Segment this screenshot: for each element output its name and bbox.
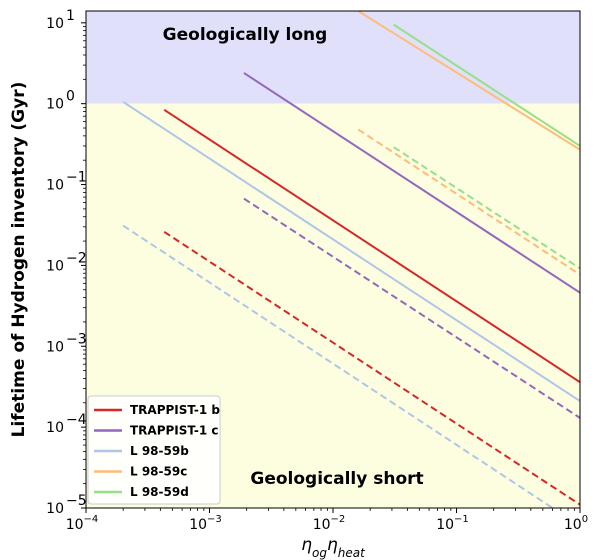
x-title-sub-heat: heat — [338, 546, 366, 560]
y-tick-exponent: −2 — [66, 250, 87, 266]
series-l-98-59b-solid — [122, 101, 580, 402]
series-l-98-59d-solid — [393, 23, 580, 147]
series-trappist-1-c-solid — [243, 72, 580, 294]
x-tick-label: 10−1 — [436, 514, 469, 533]
legend-label: L 98-59d — [130, 485, 189, 499]
x-title-eta1: η — [301, 535, 312, 555]
y-tick-label: 10 — [46, 97, 64, 113]
x-title-sub-og: og — [312, 546, 327, 560]
y-tick-exponent: −3 — [66, 331, 87, 347]
series-l-98-59c-dashed — [357, 128, 580, 276]
plot-frame — [85, 10, 581, 509]
legend: TRAPPIST-1 b TRAPPIST-1 c L 98-59b L 98-59c… — [87, 395, 221, 505]
series-l-98-59c-solid — [357, 11, 580, 151]
y-tick-exponent: 1 — [66, 8, 75, 24]
x-tick-label: 10−4 — [66, 514, 99, 533]
series-l-98-59b-dashed — [122, 224, 554, 508]
y-tick-exponent: −4 — [66, 412, 87, 428]
legend-box — [87, 395, 221, 505]
y-tick-label: 10 — [46, 501, 64, 517]
x-tick-label: 10−2 — [313, 514, 346, 533]
legend-label: TRAPPIST-1 b — [130, 403, 220, 417]
series-l-98-59d-dashed — [393, 146, 580, 270]
x-tick-label: 10−3 — [189, 514, 222, 533]
legend-label: TRAPPIST-1 c — [130, 424, 218, 438]
region-label-short: Geologically short — [250, 469, 423, 489]
legend-label: L 98-59c — [130, 465, 187, 479]
series-trappist-1-c-dashed — [243, 197, 580, 419]
y-tick-label: 10 — [46, 258, 64, 274]
x-axis: 10−4 10−3 10−2 10−1 100 — [66, 508, 588, 533]
region-geologically-long — [86, 11, 580, 104]
legend-label: L 98-59b — [130, 444, 189, 458]
y-tick-label: 10 — [46, 339, 64, 355]
x-axis-title: ηogηheat — [301, 535, 366, 560]
y-tick-label: 10 — [46, 420, 64, 436]
series-trappist-1-b-dashed — [163, 231, 580, 506]
series-trappist-1-b-solid — [163, 108, 580, 383]
region-label-long: Geologically long — [163, 25, 328, 45]
series-layer — [122, 11, 580, 508]
legend-entries: TRAPPIST-1 b TRAPPIST-1 c L 98-59b L 98-59c… — [94, 403, 220, 499]
y-tick-label: 10 — [46, 16, 64, 32]
y-axis-title: Lifetime of Hydrogen inventory (Gyr) — [9, 82, 29, 438]
y-tick-exponent: 0 — [66, 89, 75, 105]
y-tick-label: 10 — [46, 178, 64, 194]
y-tick-exponent: −1 — [66, 170, 87, 186]
y-tick-exponent: −5 — [66, 493, 87, 509]
x-tick-label: 100 — [564, 514, 588, 533]
x-title-eta2: η — [327, 535, 338, 555]
